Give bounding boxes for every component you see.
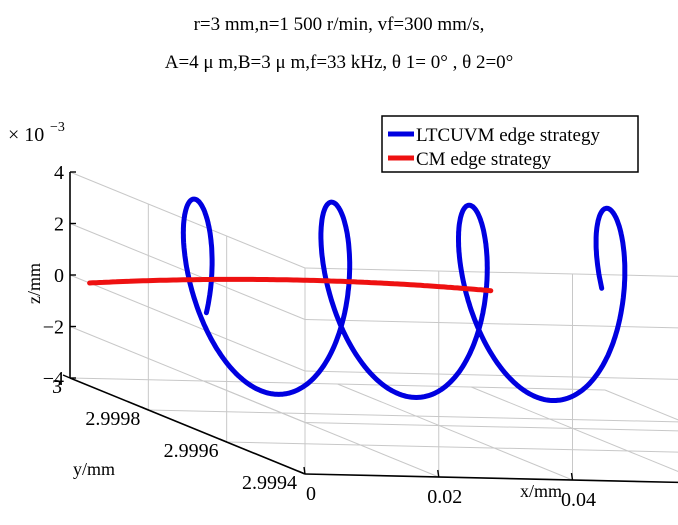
- z-tick-label-0: 4: [54, 162, 64, 184]
- y-tick-label-2: 2.9996: [164, 440, 219, 462]
- grid-left-z-2: [69, 274, 306, 372]
- z-tick-label-3: −2: [43, 317, 64, 339]
- y-tick-mark-2: [219, 438, 227, 443]
- z-tick-label-4: −4: [43, 368, 64, 390]
- series-layer: [87, 196, 628, 403]
- series-ltcuvm-line: [180, 196, 628, 403]
- x-axis-label: x/mm: [520, 481, 562, 501]
- grid-floor-y-1: [148, 409, 678, 423]
- grid-floor-x-3: [471, 386, 678, 472]
- x-tick-mark-0: [303, 466, 306, 475]
- x-tick-mark-2: [570, 472, 574, 481]
- y-axis-line: [69, 377, 306, 475]
- legend-label-ltcuvm: LTCUVM edge strategy: [416, 125, 600, 146]
- z-exponent-power: −3: [50, 120, 65, 135]
- grid-floor-y-2: [226, 441, 678, 453]
- grid-floor-x-4: [604, 389, 678, 421]
- z-tick-label-1: 2: [54, 214, 64, 236]
- x-tick-label-0: 0: [306, 483, 316, 505]
- y-tick-mark-0: [62, 374, 71, 379]
- series-cm-line: [87, 276, 494, 294]
- grid-floor-x-2: [337, 383, 573, 481]
- y-tick-label-0: 3: [52, 376, 62, 398]
- axes-walls: [70, 172, 678, 483]
- z-tick-label-2: 0: [54, 265, 64, 287]
- x-tick-mark-1: [437, 469, 440, 478]
- grid-back-z-2: [304, 370, 678, 380]
- y-axis-label: y/mm: [73, 459, 115, 479]
- grid-back-z-0: [304, 267, 678, 277]
- grid-back-z-1: [304, 319, 678, 329]
- legend-label-cm: CM edge strategy: [416, 149, 552, 170]
- x-tick-label-2: 0.04: [561, 489, 596, 511]
- grid-floor-x-1: [203, 380, 439, 478]
- y-tick-mark-3: [297, 470, 306, 475]
- tick-labels: 420−2−432.99982.99962.999400.020.040.060…: [43, 162, 596, 511]
- grid-left-z-0: [69, 171, 306, 269]
- legend: LTCUVM edge strategy CM edge strategy: [381, 115, 639, 173]
- chart-title-line-1: r=3 mm,n=1 500 r/min, vf=300 mm/s,: [193, 14, 485, 35]
- z-exponent-base: × 10: [8, 124, 44, 146]
- y-tick-mark-1: [141, 406, 149, 411]
- x-tick-label-1: 0.02: [427, 486, 462, 508]
- y-tick-label-1: 2.9998: [85, 408, 140, 430]
- axis-lines: [62, 171, 678, 484]
- legend-box: [381, 115, 639, 173]
- grid-floor-y-0: [69, 377, 606, 391]
- chart-title-line-2: A=4 μ m,B=3 μ m,f=33 kHz, θ 1= 0° , θ 2=…: [164, 52, 514, 73]
- z-axis-label: z/mm: [24, 263, 44, 304]
- y-tick-label-3: 2.9994: [242, 472, 297, 494]
